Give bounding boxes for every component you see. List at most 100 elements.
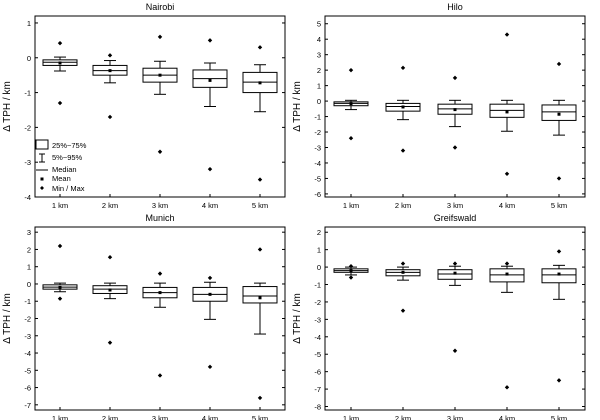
plot-frame: [324, 226, 586, 411]
min-marker: [157, 373, 163, 378]
y-tick-label: 0: [27, 54, 31, 63]
y-axis-label: Δ TPH / km: [292, 293, 303, 344]
mean-marker: [108, 288, 112, 292]
legend-label: Mean: [52, 174, 71, 183]
panel-title: Nairobi: [146, 2, 175, 12]
panel-title: Munich: [145, 213, 174, 223]
x-tick-label: 2 km: [102, 414, 118, 420]
mean-marker: [208, 78, 212, 82]
y-tick-label: -4: [24, 193, 31, 202]
x-tick-label: 1 km: [343, 201, 359, 210]
max-marker: [107, 53, 113, 58]
x-tick-label: 1 km: [52, 201, 68, 210]
mean-marker: [557, 112, 561, 116]
min-marker: [504, 385, 510, 390]
max-marker: [157, 34, 163, 40]
box-4: [192, 38, 228, 172]
y-tick-label: -2: [314, 128, 321, 137]
box-3: [142, 34, 178, 154]
y-tick-label: -1: [314, 281, 321, 290]
x-tick-label: 4 km: [499, 414, 515, 420]
y-tick-label: -3: [314, 143, 321, 152]
max-marker: [157, 271, 163, 276]
box-4: [192, 275, 228, 370]
y-tick-label: -7: [24, 401, 31, 410]
min-marker: [556, 176, 562, 181]
mean-marker: [58, 285, 62, 289]
y-tick-label: -1: [24, 297, 31, 306]
min-marker: [348, 136, 354, 141]
min-marker: [57, 296, 63, 301]
y-tick-label: 1: [27, 263, 31, 272]
mean-marker: [208, 292, 212, 296]
mean-marker: [258, 81, 262, 85]
mean-marker: [349, 102, 353, 106]
panel-title: Hilo: [447, 2, 463, 12]
mean-marker: [349, 269, 353, 273]
box-3: [437, 75, 473, 150]
box-1: [333, 67, 369, 141]
max-marker: [107, 255, 113, 260]
max-marker: [400, 65, 406, 71]
legend-label: Median: [52, 165, 77, 174]
mean-marker: [401, 270, 405, 274]
max-marker: [504, 32, 510, 37]
min-marker: [107, 340, 113, 345]
mean-marker: [401, 105, 405, 109]
legend-label: 25%~75%: [52, 141, 87, 150]
y-tick-label: -2: [24, 123, 31, 132]
x-tick-label: 2 km: [395, 414, 411, 420]
mean-marker: [557, 272, 561, 276]
min-marker: [207, 166, 213, 172]
legend-label: Min / Max: [52, 184, 85, 193]
x-tick-label: 3 km: [152, 201, 168, 210]
y-tick-label: -3: [24, 158, 31, 167]
mean-marker: [158, 73, 162, 77]
y-tick-label: 1: [317, 246, 321, 255]
min-marker: [107, 114, 113, 120]
y-tick-label: 3: [317, 51, 321, 60]
box-4: [489, 32, 525, 176]
y-tick-label: -6: [24, 384, 31, 393]
panel-munich: Munich Δ TPH / km -7 -6 -5 -4 -3 -2 -1 0 1 2 3 1 km 2 …: [2, 213, 286, 420]
x-tick-label: 3 km: [152, 414, 168, 420]
box-2: [92, 53, 128, 120]
x-tick-label: 3 km: [447, 414, 463, 420]
legend-label: 5%~95%: [52, 153, 83, 162]
box-5: [541, 249, 577, 383]
x-tick-label: 3 km: [447, 201, 463, 210]
box-4: [489, 261, 525, 390]
min-marker: [452, 348, 458, 353]
min-marker: [257, 177, 263, 182]
box-5: [541, 61, 577, 181]
min-marker: [400, 148, 406, 153]
y-tick-label: 5: [317, 20, 321, 29]
y-axis-label: Δ TPH / km: [292, 81, 303, 132]
y-tick-label: -1: [24, 89, 31, 98]
min-marker: [57, 100, 63, 106]
max-marker: [400, 261, 406, 266]
y-tick-label: 3: [27, 228, 31, 237]
mean-marker: [158, 291, 162, 295]
box-2: [385, 65, 421, 153]
min-marker: [452, 145, 458, 150]
min-marker: [348, 275, 354, 280]
mean-marker: [453, 108, 457, 112]
min-marker: [504, 171, 510, 176]
y-tick-label: -5: [24, 366, 31, 375]
plot-frame: [34, 226, 286, 411]
mean-marker: [505, 110, 509, 114]
x-tick-label: 4 km: [499, 201, 515, 210]
y-tick-label: -6: [314, 368, 321, 377]
y-tick-label: 0: [317, 263, 321, 272]
y-tick-label: -7: [314, 385, 321, 394]
y-tick-label: -5: [314, 174, 321, 183]
y-tick-label: -4: [24, 349, 31, 358]
y-tick-label: 2: [317, 228, 321, 237]
x-tick-label: 5 km: [551, 414, 567, 420]
x-tick-label: 4 km: [202, 201, 218, 210]
x-tick-label: 1 km: [52, 414, 68, 420]
iqr-box: [541, 104, 577, 121]
